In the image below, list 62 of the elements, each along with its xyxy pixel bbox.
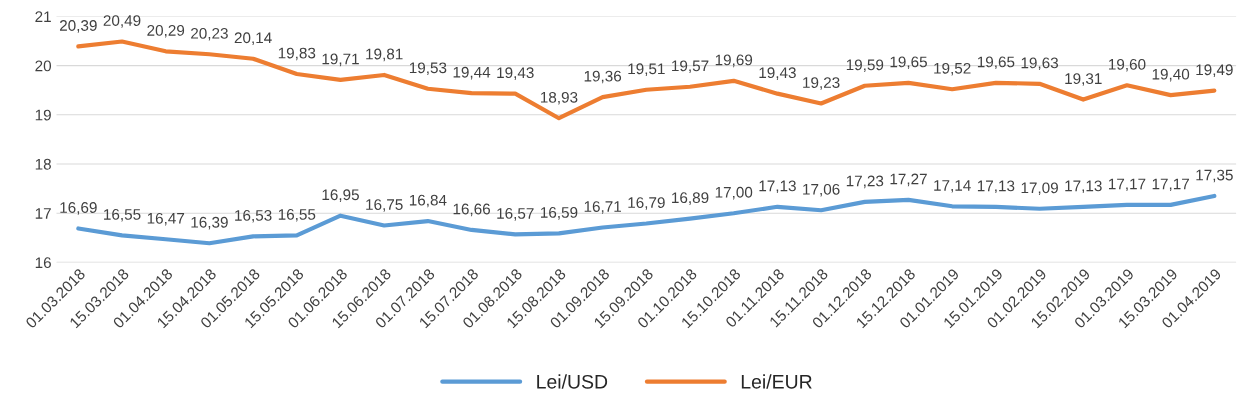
data-label: 20,49 — [103, 15, 141, 28]
y-tick-label: 19 — [35, 109, 51, 121]
data-label: 19,71 — [322, 53, 359, 67]
data-label: 16,39 — [191, 216, 228, 230]
data-label: 17,13 — [1065, 180, 1102, 194]
data-label: 17,17 — [1108, 178, 1146, 192]
y-tick-label: 17 — [35, 208, 51, 219]
data-label: 16,71 — [584, 201, 621, 214]
y-tick-label: 21 — [35, 11, 51, 22]
data-label: 19,36 — [584, 70, 622, 84]
data-label: 17,13 — [977, 180, 1015, 194]
y-tick-label: 18 — [35, 158, 51, 170]
data-label: 18,93 — [540, 91, 578, 105]
y-tick-label: 16 — [35, 257, 51, 269]
data-label: 16,55 — [104, 209, 141, 222]
data-label: 19,83 — [278, 47, 316, 61]
data-label: 19,40 — [1152, 68, 1190, 82]
legend-label: Lei/EUR — [741, 374, 812, 389]
data-label: 20,23 — [191, 27, 228, 41]
data-label: 16,75 — [366, 199, 403, 212]
data-label: 16,84 — [409, 194, 447, 208]
data-label: 19,60 — [1108, 58, 1146, 72]
data-label: 19,43 — [497, 67, 534, 80]
data-label: 17,13 — [759, 180, 796, 194]
data-label: 19,51 — [628, 63, 665, 76]
data-label: 16,89 — [672, 192, 709, 205]
y-tick-label: 20 — [35, 60, 52, 72]
data-label: 19,44 — [453, 66, 491, 80]
data-label: 17,27 — [890, 173, 927, 187]
data-label: 19,57 — [672, 60, 709, 74]
data-label: 16,95 — [322, 189, 359, 202]
data-label: 17,06 — [803, 183, 840, 197]
data-label: 19,65 — [890, 56, 927, 70]
data-label: 16,59 — [540, 207, 578, 220]
data-label: 19,49 — [1196, 64, 1233, 77]
data-label: 20,29 — [147, 24, 185, 38]
data-label: 19,63 — [1021, 57, 1058, 71]
data-label: 19,53 — [409, 62, 447, 76]
data-label: 19,65 — [977, 56, 1015, 70]
data-label: 16,47 — [147, 212, 185, 226]
data-label: 19,81 — [366, 48, 403, 62]
data-label: 16,79 — [628, 197, 665, 210]
data-label: 19,43 — [759, 67, 796, 80]
data-label: 17,23 — [846, 175, 884, 189]
data-label: 16,55 — [278, 209, 316, 222]
data-label: 19,23 — [803, 77, 840, 90]
data-label: 19,31 — [1065, 73, 1102, 86]
data-label: 19,52 — [934, 62, 971, 76]
data-label: 16,57 — [497, 208, 534, 221]
data-label: 19,69 — [715, 54, 753, 68]
data-label: 17,35 — [1196, 169, 1233, 183]
data-label: 17,00 — [715, 186, 753, 200]
data-label: 16,66 — [453, 203, 490, 217]
data-label: 20,14 — [234, 32, 272, 45]
data-label: 16,69 — [60, 202, 97, 215]
data-label: 17,17 — [1152, 178, 1189, 192]
data-label: 19,59 — [846, 59, 884, 73]
legend-label: Lei/USD — [537, 374, 608, 389]
data-label: 20,39 — [59, 20, 97, 33]
data-label: 17,14 — [934, 180, 971, 193]
data-label: 16,53 — [235, 209, 272, 223]
data-label: 17,09 — [1021, 182, 1058, 196]
